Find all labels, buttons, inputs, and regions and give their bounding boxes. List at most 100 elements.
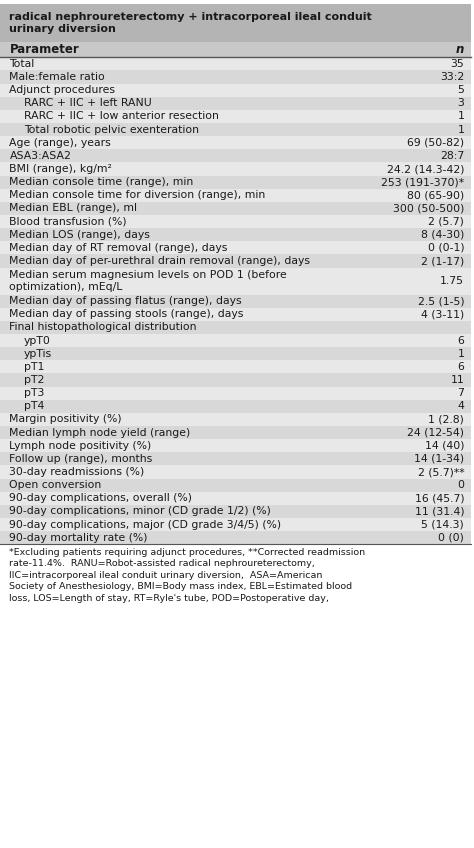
Text: *Excluding patients requiring adjunct procedures, **Corrected readmission
rate-1: *Excluding patients requiring adjunct pr… [9,548,365,602]
Text: 11: 11 [450,375,464,385]
Text: 0: 0 [457,480,464,490]
Text: RARC + IIC + left RANU: RARC + IIC + left RANU [24,98,151,109]
FancyBboxPatch shape [0,254,471,268]
Text: 90-day complications, major (CD grade 3/4/5) (%): 90-day complications, major (CD grade 3/… [9,520,282,530]
Text: 1.75: 1.75 [440,276,464,286]
Text: Follow up (range), months: Follow up (range), months [9,454,153,464]
Text: 0 (0): 0 (0) [438,533,464,543]
Text: 28:7: 28:7 [440,151,464,161]
Text: 90-day mortality rate (%): 90-day mortality rate (%) [9,533,148,543]
Text: Adjunct procedures: Adjunct procedures [9,85,116,95]
FancyBboxPatch shape [0,189,471,202]
Text: pT3: pT3 [24,388,44,399]
Text: Median lymph node yield (range): Median lymph node yield (range) [9,427,191,438]
Text: pT2: pT2 [24,375,44,385]
Text: Age (range), years: Age (range), years [9,137,111,148]
Text: 33:2: 33:2 [440,72,464,82]
Text: 69 (50-82): 69 (50-82) [407,137,464,148]
FancyBboxPatch shape [0,373,471,387]
Text: Lymph node positivity (%): Lymph node positivity (%) [9,441,152,451]
Text: 90-day complications, overall (%): 90-day complications, overall (%) [9,494,192,504]
Text: 1: 1 [457,349,464,359]
FancyBboxPatch shape [0,163,471,176]
Text: 14 (40): 14 (40) [425,441,464,451]
FancyBboxPatch shape [0,84,471,97]
Text: 16 (45.7): 16 (45.7) [415,494,464,504]
Text: Median day of passing flatus (range), days: Median day of passing flatus (range), da… [9,296,242,306]
Text: 1: 1 [457,111,464,121]
Text: 11 (31.4): 11 (31.4) [415,506,464,516]
Text: Median EBL (range), ml: Median EBL (range), ml [9,204,137,214]
FancyBboxPatch shape [0,202,471,215]
FancyBboxPatch shape [0,452,471,466]
Text: 35: 35 [450,59,464,69]
Text: 14 (1-34): 14 (1-34) [414,454,464,464]
Text: pT1: pT1 [24,362,44,372]
Text: ypT0: ypT0 [24,336,50,346]
Text: 80 (65-90): 80 (65-90) [407,190,464,200]
FancyBboxPatch shape [0,176,471,189]
Text: n: n [456,43,464,56]
FancyBboxPatch shape [0,149,471,163]
Text: Median console time (range), min: Median console time (range), min [9,177,194,187]
Text: Median day of per-urethral drain removal (range), days: Median day of per-urethral drain removal… [9,256,310,266]
Text: 2.5 (1-5): 2.5 (1-5) [418,296,464,306]
FancyBboxPatch shape [0,505,471,518]
FancyBboxPatch shape [0,97,471,110]
FancyBboxPatch shape [0,137,471,149]
Text: Open conversion: Open conversion [9,480,102,490]
Text: 3: 3 [457,98,464,109]
FancyBboxPatch shape [0,110,471,123]
Text: 5: 5 [457,85,464,95]
Text: 30-day readmissions (%): 30-day readmissions (%) [9,467,145,477]
Text: 7: 7 [457,388,464,399]
FancyBboxPatch shape [0,42,471,58]
FancyBboxPatch shape [0,334,471,347]
Text: RARC + IIC + low anterior resection: RARC + IIC + low anterior resection [24,111,219,121]
FancyBboxPatch shape [0,321,471,334]
Text: Parameter: Parameter [9,43,79,56]
FancyBboxPatch shape [0,4,471,42]
Text: 24.2 (14.3-42): 24.2 (14.3-42) [387,164,464,174]
FancyBboxPatch shape [0,70,471,84]
Text: Total robotic pelvic exenteration: Total robotic pelvic exenteration [24,125,199,135]
Text: Margin positivity (%): Margin positivity (%) [9,415,122,425]
Text: 253 (191-370)*: 253 (191-370)* [381,177,464,187]
Text: Total: Total [9,59,35,69]
FancyBboxPatch shape [0,58,471,70]
Text: 4: 4 [457,401,464,411]
FancyBboxPatch shape [0,413,471,426]
Text: 6: 6 [457,336,464,346]
Text: ypTis: ypTis [24,349,52,359]
Text: 1: 1 [457,125,464,135]
Text: 2 (5.7): 2 (5.7) [428,216,464,226]
Text: Blood transfusion (%): Blood transfusion (%) [9,216,127,226]
FancyBboxPatch shape [0,466,471,478]
FancyBboxPatch shape [0,123,471,137]
Text: Final histopathological distribution: Final histopathological distribution [9,322,197,332]
FancyBboxPatch shape [0,294,471,308]
Text: 0 (0-1): 0 (0-1) [428,243,464,253]
Text: BMI (range), kg/m²: BMI (range), kg/m² [9,164,112,174]
FancyBboxPatch shape [0,387,471,399]
Text: 2 (5.7)**: 2 (5.7)** [418,467,464,477]
Text: 5 (14.3): 5 (14.3) [421,520,464,530]
Text: Median day of RT removal (range), days: Median day of RT removal (range), days [9,243,228,253]
FancyBboxPatch shape [0,492,471,505]
Text: 8 (4-30): 8 (4-30) [421,230,464,240]
Text: Median day of passing stools (range), days: Median day of passing stools (range), da… [9,310,244,320]
FancyBboxPatch shape [0,308,471,321]
Text: Male:female ratio: Male:female ratio [9,72,105,82]
FancyBboxPatch shape [0,360,471,373]
FancyBboxPatch shape [0,478,471,492]
Text: ASA3:ASA2: ASA3:ASA2 [9,151,71,161]
FancyBboxPatch shape [0,215,471,228]
Text: radical nephroureterectomy + intracorporeal ileal conduit
urinary diversion: radical nephroureterectomy + intracorpor… [9,12,372,34]
FancyBboxPatch shape [0,439,471,452]
FancyBboxPatch shape [0,347,471,360]
FancyBboxPatch shape [0,399,471,413]
Text: 2 (1-17): 2 (1-17) [421,256,464,266]
FancyBboxPatch shape [0,268,471,294]
FancyBboxPatch shape [0,426,471,439]
Text: Median serum magnesium levels on POD 1 (before
optimization), mEq/L: Median serum magnesium levels on POD 1 (… [9,271,287,292]
